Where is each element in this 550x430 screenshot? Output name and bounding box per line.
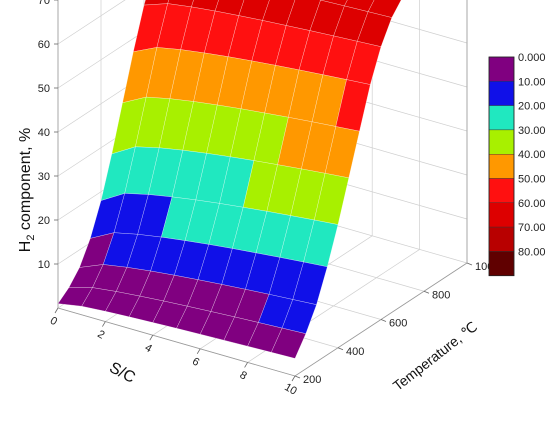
z-tick-label: 10 [38,259,50,271]
x-tick-label: 6 [190,355,201,368]
legend-swatch [488,105,515,131]
legend-label: 20.00 [518,101,546,113]
legend-swatch [488,153,515,179]
z-tick-label: 70 [38,0,50,7]
x-axis-title: S/C [106,359,138,387]
y-tick-label: 200 [303,374,321,386]
z-tick-label: 50 [38,83,50,95]
legend-swatch [488,178,515,203]
y-tick-mark [423,290,430,294]
x-tick-mark [102,321,106,327]
y-tick-label: 800 [432,289,450,301]
surface-patch [270,327,307,359]
x-tick-label: 2 [95,328,106,341]
z-tick-label: 60 [38,39,50,51]
x-tick-mark [149,334,154,341]
x-tick-label: 8 [237,369,248,382]
z-tick-label: 40 [38,127,50,139]
x-tick-label: 10 [282,381,299,398]
z-tick-label: 30 [38,171,50,183]
legend-swatch [488,226,515,252]
x-tick-mark [54,307,59,314]
z-axis-title: H2 component, % [17,128,37,252]
x-tick-mark [244,362,248,368]
wall-grid-line [57,0,126,45]
x-tick-mark [196,348,201,355]
y-tick-mark [466,262,473,266]
legend-swatch [488,81,515,106]
legend-label: 50.00 [518,174,546,186]
x-tick-mark [291,375,296,382]
legend-swatch [488,202,515,228]
x-tick-label: 0 [48,315,59,328]
legend-label: 10.00 [518,76,546,88]
y-tick-label: 600 [389,318,407,330]
z-tick-label: 20 [38,215,50,227]
legend-label: 40.00 [518,149,546,161]
legend-label: 70.00 [518,222,546,234]
y-tick-mark [380,319,387,322]
color-legend: 0.000 10.00 20.00 30.00 40.00 50.00 60.00 70.00… [488,52,546,277]
y-axis-title: Temperature, ℃ [390,318,480,393]
legend-swatch [488,129,515,155]
h2-surface [57,0,402,359]
legend-label: 30.00 [518,125,546,137]
x-tick-label: 4 [143,342,154,355]
y-tick-label: 400 [346,346,364,358]
legend-swatch [488,56,515,82]
legend-swatch [488,251,515,276]
legend-label: 80.00 [518,246,546,258]
legend-label: 60.00 [518,198,546,210]
y-tick-mark [337,347,344,351]
y-tick-mark [294,375,301,379]
legend-label: 0.000 [518,52,546,64]
legend-frame [488,56,515,277]
